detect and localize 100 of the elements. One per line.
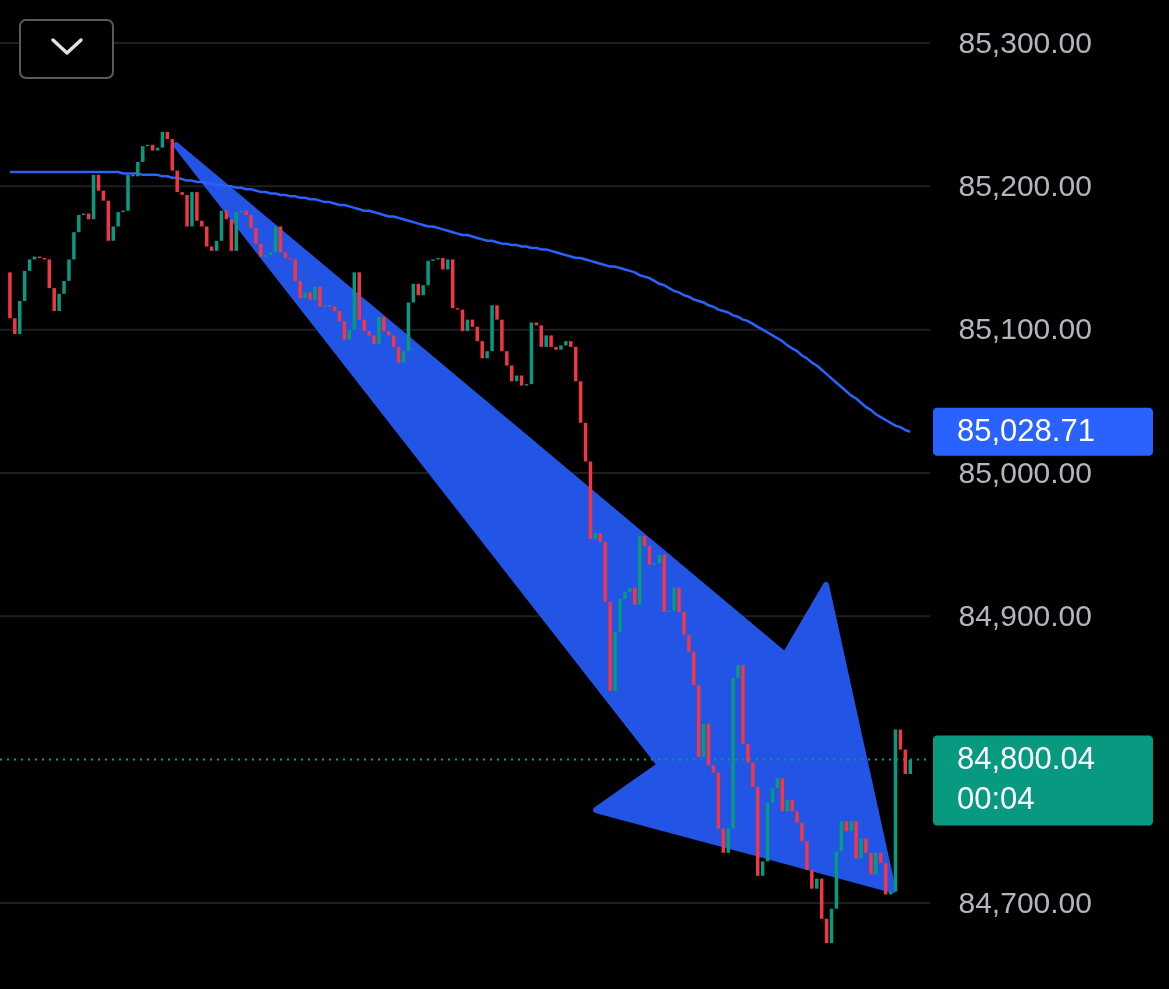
candlestick xyxy=(746,743,750,763)
candlestick xyxy=(854,821,858,859)
candlestick xyxy=(67,259,71,281)
candlestick xyxy=(195,192,199,221)
candlestick xyxy=(116,212,120,227)
candlestick xyxy=(623,591,627,600)
y-tick-label: 84,900.00 xyxy=(958,598,1092,632)
candlestick xyxy=(446,259,450,270)
candlestick xyxy=(421,285,425,296)
candlestick xyxy=(190,192,194,227)
candlestick xyxy=(77,215,81,233)
candlestick xyxy=(62,280,66,294)
candlestick xyxy=(874,852,878,875)
candlestick xyxy=(200,220,204,227)
ref-line-label: 84,800.04 xyxy=(957,740,1095,776)
line-series xyxy=(8,170,912,434)
candlestick xyxy=(13,318,17,334)
candlestick xyxy=(372,335,376,344)
candlestick xyxy=(770,788,775,803)
candlestick xyxy=(864,838,868,853)
candlestick xyxy=(18,301,22,334)
candlestick xyxy=(426,260,430,286)
candlestick xyxy=(401,351,406,363)
candlestick xyxy=(441,258,445,270)
candlestick xyxy=(303,292,307,299)
candlestick xyxy=(175,170,179,193)
candlestick xyxy=(367,331,371,336)
candlestick xyxy=(785,799,789,812)
candlestick xyxy=(204,226,209,247)
candlestick xyxy=(810,870,814,889)
candlestick xyxy=(52,288,56,312)
candlestick xyxy=(298,280,302,299)
candlestick xyxy=(480,341,484,359)
candlestick xyxy=(126,174,130,211)
candlestick xyxy=(549,335,553,347)
candlestick xyxy=(485,351,489,359)
candlestick xyxy=(618,599,622,633)
candlestick xyxy=(362,319,366,332)
candlestick xyxy=(27,259,32,271)
candlestick xyxy=(357,272,361,320)
candlestick xyxy=(391,335,396,347)
candlestick xyxy=(382,316,386,332)
y-tick-label: 85,300.00 xyxy=(958,25,1092,59)
y-tick-label: 84,700.00 xyxy=(958,885,1092,919)
candlestick xyxy=(790,799,794,812)
candlestick xyxy=(185,194,189,227)
candlestick xyxy=(677,587,681,613)
candlestick xyxy=(741,665,745,744)
data-label: 85,028.71 xyxy=(957,412,1095,448)
candlestick xyxy=(672,587,676,611)
candlestick xyxy=(490,305,494,352)
candlestick xyxy=(815,878,819,889)
candlestick xyxy=(760,861,765,876)
candlestick xyxy=(268,252,273,256)
candlestick xyxy=(751,762,755,787)
candlestick xyxy=(598,533,603,542)
y-tick-label: 85,200.00 xyxy=(958,168,1092,202)
candlestick xyxy=(736,665,740,678)
candlestick xyxy=(308,292,312,300)
candlestick xyxy=(805,841,809,871)
candlestick xyxy=(377,316,381,344)
candlestick xyxy=(141,146,145,162)
candlestick xyxy=(726,828,730,853)
candlestick xyxy=(869,852,873,875)
candlestick xyxy=(500,319,504,352)
candlestick xyxy=(795,811,799,823)
candlestick xyxy=(111,226,115,241)
candlestick xyxy=(849,821,853,832)
candlestick xyxy=(8,272,12,319)
candlestick xyxy=(608,602,612,691)
candlestick xyxy=(234,212,238,251)
candlestick xyxy=(692,652,696,686)
candlestick xyxy=(136,161,140,177)
candlestick xyxy=(711,765,716,773)
candlestick xyxy=(544,335,548,347)
candlestick xyxy=(564,341,568,346)
candlestick xyxy=(800,822,804,842)
candlestick xyxy=(318,286,322,307)
candlestick xyxy=(259,243,263,257)
y-tick-label: 85,000.00 xyxy=(958,455,1092,489)
candlestick xyxy=(593,533,598,539)
candlestick xyxy=(180,192,184,195)
candlestick xyxy=(57,293,61,312)
candlestick xyxy=(559,345,563,350)
candlestick xyxy=(554,346,558,350)
candlestick xyxy=(72,232,76,260)
candlestick xyxy=(603,541,607,602)
candlestick xyxy=(505,351,509,366)
y-tick-label: 85,100.00 xyxy=(958,312,1092,346)
candlestick xyxy=(628,587,632,592)
candlestick xyxy=(613,632,617,691)
candlestick xyxy=(150,144,155,151)
candlestick xyxy=(569,341,573,347)
text: 00:04 xyxy=(957,780,1035,816)
candlestick xyxy=(859,838,863,859)
candlestick xyxy=(313,286,317,300)
candlestick xyxy=(155,147,160,151)
candlestick xyxy=(283,252,288,258)
candlestick xyxy=(254,227,258,244)
candlestick xyxy=(687,634,691,653)
